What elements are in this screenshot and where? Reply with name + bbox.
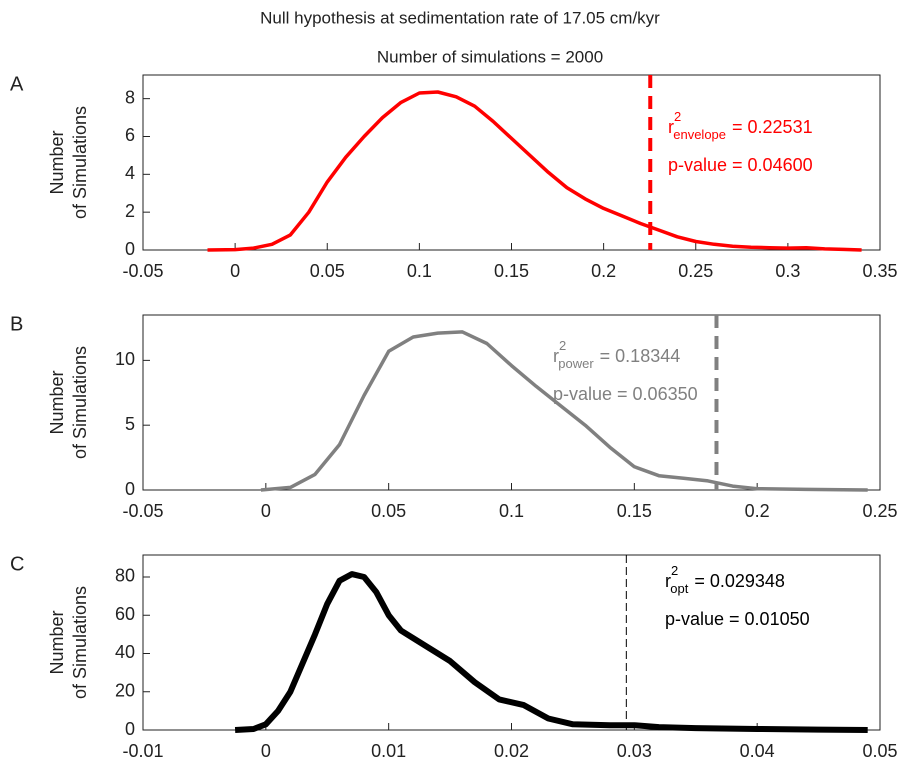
annotation: p-value = 0.06350: [553, 384, 698, 404]
y-tick-label: 80: [115, 566, 135, 586]
figure-subtitle: Number of simulations = 2000: [377, 47, 603, 66]
x-tick-label: 0.05: [862, 741, 897, 761]
x-tick-label: 0.15: [494, 261, 529, 281]
x-tick-label: 0.05: [371, 501, 406, 521]
annotation-symbol: r: [553, 346, 559, 366]
density-curve: [207, 90, 862, 252]
annotation-symbol: r: [665, 571, 671, 591]
annotation-subscript: envelope: [673, 127, 726, 142]
x-tick-label: 0.15: [617, 501, 652, 521]
annotation-value: = 0.22531: [732, 117, 813, 137]
panel-label: C: [10, 553, 24, 575]
y-axis-label: of Simulations: [70, 106, 90, 219]
x-tick-label: 0.2: [591, 261, 616, 281]
y-axis-label: of Simulations: [70, 346, 90, 459]
y-tick-label: 6: [125, 125, 135, 145]
x-tick-label: 0.35: [862, 261, 897, 281]
y-tick-label: 20: [115, 680, 135, 700]
y-tick-label: 4: [125, 163, 135, 183]
x-tick-label: 0.01: [371, 741, 406, 761]
y-tick-label: 0: [125, 719, 135, 739]
y-axis-label: Number: [47, 130, 67, 194]
annotation-subscript: power: [558, 356, 594, 371]
y-tick-label: 2: [125, 201, 135, 221]
y-tick-label: 0: [125, 479, 135, 499]
annotation-value: = 0.029348: [694, 571, 785, 591]
x-tick-label: 0: [261, 741, 271, 761]
x-tick-label: 0.1: [407, 261, 432, 281]
panel-label: B: [10, 313, 23, 335]
y-axis-label: of Simulations: [70, 586, 90, 699]
x-tick-label: 0.2: [745, 501, 770, 521]
y-axis-label: Number: [47, 370, 67, 434]
annotation: r2 envelope = 0.22531: [668, 109, 813, 142]
y-tick-label: 60: [115, 604, 135, 624]
x-tick-label: 0: [261, 501, 271, 521]
x-tick-label: 0.25: [862, 501, 897, 521]
annotation-subscript: opt: [670, 581, 688, 596]
x-tick-label: -0.01: [122, 741, 163, 761]
y-tick-label: 8: [125, 87, 135, 107]
x-tick-label: 0.1: [499, 501, 524, 521]
x-tick-label: 0: [230, 261, 240, 281]
annotation-value: = 0.18344: [600, 346, 681, 366]
annotation-symbol: r: [668, 117, 674, 137]
x-tick-label: -0.05: [122, 501, 163, 521]
x-tick-label: -0.05: [122, 261, 163, 281]
y-tick-label: 5: [125, 414, 135, 434]
x-tick-label: 0.02: [494, 741, 529, 761]
annotation: p-value = 0.01050: [665, 609, 810, 629]
y-tick-label: 0: [125, 239, 135, 259]
y-tick-label: 10: [115, 349, 135, 369]
density-curve: [260, 330, 868, 492]
annotation: r2 opt = 0.029348: [665, 563, 785, 596]
y-tick-label: 40: [115, 642, 135, 662]
annotation-superscript: 2: [674, 109, 681, 124]
annotation: p-value = 0.04600: [668, 155, 813, 175]
x-tick-label: 0.3: [775, 261, 800, 281]
annotation: r2 power = 0.18344: [553, 338, 680, 371]
annotation-superscript: 2: [559, 338, 566, 353]
density-curve: [234, 571, 868, 733]
panel-label: A: [10, 73, 24, 95]
annotation-superscript: 2: [671, 563, 678, 578]
figure-title: Null hypothesis at sedimentation rate of…: [260, 8, 660, 27]
x-tick-label: 0.04: [740, 741, 775, 761]
x-tick-label: 0.05: [310, 261, 345, 281]
axes-box: [142, 314, 881, 491]
x-tick-label: 0.25: [678, 261, 713, 281]
x-tick-label: 0.03: [617, 741, 652, 761]
y-axis-label: Number: [47, 610, 67, 674]
